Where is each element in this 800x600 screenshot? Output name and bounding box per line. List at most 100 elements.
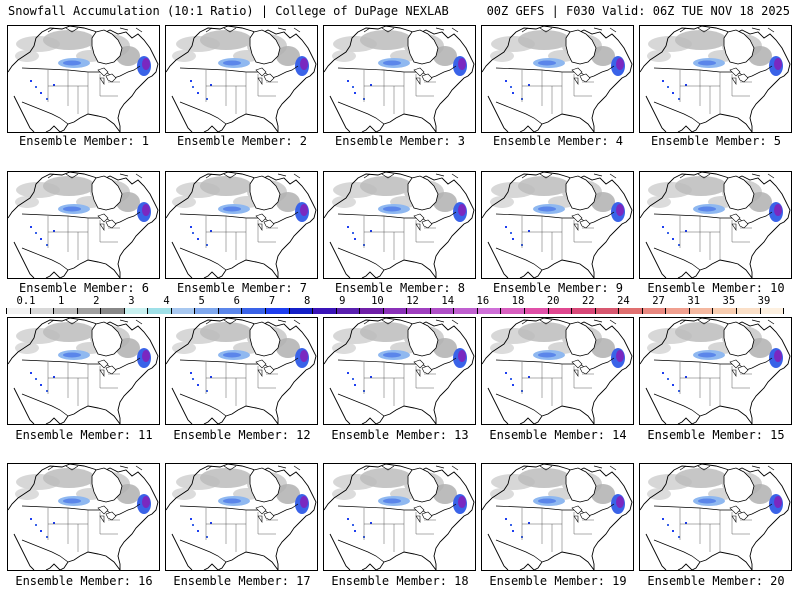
- light-snow-area: [116, 484, 140, 504]
- mountain-snow: [30, 518, 32, 520]
- coastline: [640, 172, 791, 278]
- coastline: [8, 318, 159, 424]
- state-borders: [205, 216, 278, 260]
- arctic-islands: [205, 319, 301, 325]
- country-border: [495, 357, 615, 371]
- hudson-bay: [407, 467, 439, 503]
- ensemble-member-map: [8, 26, 159, 132]
- legend-label: 7: [268, 295, 276, 307]
- mountain-snow: [354, 530, 356, 532]
- legend-swatch: [77, 308, 102, 314]
- state-borders: [47, 362, 120, 406]
- country-border: [653, 393, 701, 417]
- country-border: [495, 65, 615, 79]
- arctic-islands: [47, 465, 143, 471]
- country-border: [653, 539, 701, 563]
- state-borders: [205, 70, 278, 114]
- legend-label: 2: [93, 295, 100, 307]
- coastline: [166, 318, 317, 424]
- state-borders: [363, 216, 436, 260]
- mountain-snow: [30, 226, 32, 228]
- mountain-snow: [190, 226, 192, 228]
- hudson-bay: [565, 175, 597, 211]
- mountain-snow: [370, 84, 372, 86]
- mountain-snow: [505, 518, 507, 520]
- coastline: [67, 405, 121, 424]
- legend-swatch: [30, 308, 55, 314]
- light-snow-area: [43, 176, 95, 196]
- light-snow-area: [332, 50, 356, 62]
- light-snow-area: [490, 50, 514, 62]
- coastline: [482, 318, 633, 424]
- light-snow-area: [591, 192, 615, 212]
- coastline: [171, 387, 227, 424]
- light-snow-area: [332, 488, 356, 500]
- legend-swatch: [642, 308, 667, 314]
- ensemble-member-map: [482, 172, 633, 278]
- coastline: [329, 387, 385, 424]
- mountain-snow: [210, 522, 212, 524]
- hudson-bay: [249, 321, 281, 357]
- snow-band-core: [383, 60, 401, 66]
- mountain-snow: [40, 384, 42, 386]
- snow-band-core: [698, 60, 716, 66]
- hudson-bay: [407, 321, 439, 357]
- coastline: [383, 405, 437, 424]
- light-snow-area: [332, 196, 356, 208]
- mountain-snow: [667, 524, 669, 526]
- coastline: [482, 26, 633, 132]
- hudson-bay: [565, 321, 597, 357]
- legend-label: 6: [233, 295, 241, 307]
- mountain-snow: [197, 384, 199, 386]
- northeast-heavy-snow: [142, 58, 150, 70]
- coastline: [171, 95, 227, 132]
- coastline: [699, 259, 753, 278]
- great-lakes: [571, 213, 591, 231]
- country-border: [495, 503, 615, 517]
- member-caption: Ensemble Member: 13: [331, 428, 469, 442]
- light-snow-area: [200, 30, 252, 50]
- legend-swatch: [760, 308, 785, 314]
- mountain-snow: [347, 226, 349, 228]
- state-borders: [521, 216, 594, 260]
- mountain-snow: [662, 80, 664, 82]
- ensemble-member-map: [8, 318, 159, 424]
- northeast-heavy-snow: [774, 496, 782, 508]
- legend-label: 0.1: [16, 295, 36, 307]
- coastline: [640, 26, 791, 132]
- ensemble-member-map: [324, 464, 475, 570]
- legend-swatch: [666, 308, 690, 314]
- coastline: [171, 533, 227, 570]
- snow-band-core: [223, 352, 241, 358]
- light-snow-area: [200, 322, 252, 342]
- country-border: [21, 101, 69, 125]
- light-snow-area: [490, 196, 514, 208]
- legend-label: 35: [722, 295, 736, 307]
- coastline: [329, 241, 385, 278]
- northeast-heavy-snow: [458, 204, 466, 216]
- coastline: [67, 113, 121, 132]
- mountain-snow: [197, 238, 199, 240]
- legend-swatch: [477, 308, 502, 314]
- hudson-bay: [565, 467, 597, 503]
- legend-swatch: [713, 308, 737, 314]
- legend-label: 16: [476, 295, 490, 307]
- light-snow-area: [433, 484, 457, 504]
- light-snow-area: [360, 176, 412, 196]
- light-snow-area: [116, 338, 140, 358]
- member-caption: Ensemble Member: 11: [15, 428, 153, 442]
- mountain-snow: [192, 86, 194, 88]
- coastline: [487, 241, 543, 278]
- country-border: [653, 247, 701, 271]
- country-border: [653, 101, 701, 125]
- model-run-info: 00Z GEFS | F030 Valid: 06Z TUE NOV 18 20…: [486, 4, 790, 18]
- legend-label: 27: [652, 295, 665, 307]
- mountain-snow: [512, 92, 514, 94]
- member-panel-15: [639, 317, 792, 425]
- ensemble-member-map: [640, 318, 791, 424]
- arctic-islands: [521, 173, 617, 179]
- coastline: [482, 172, 633, 278]
- northeast-heavy-snow: [616, 496, 624, 508]
- ensemble-member-map: [482, 318, 633, 424]
- mountain-snow: [30, 80, 32, 82]
